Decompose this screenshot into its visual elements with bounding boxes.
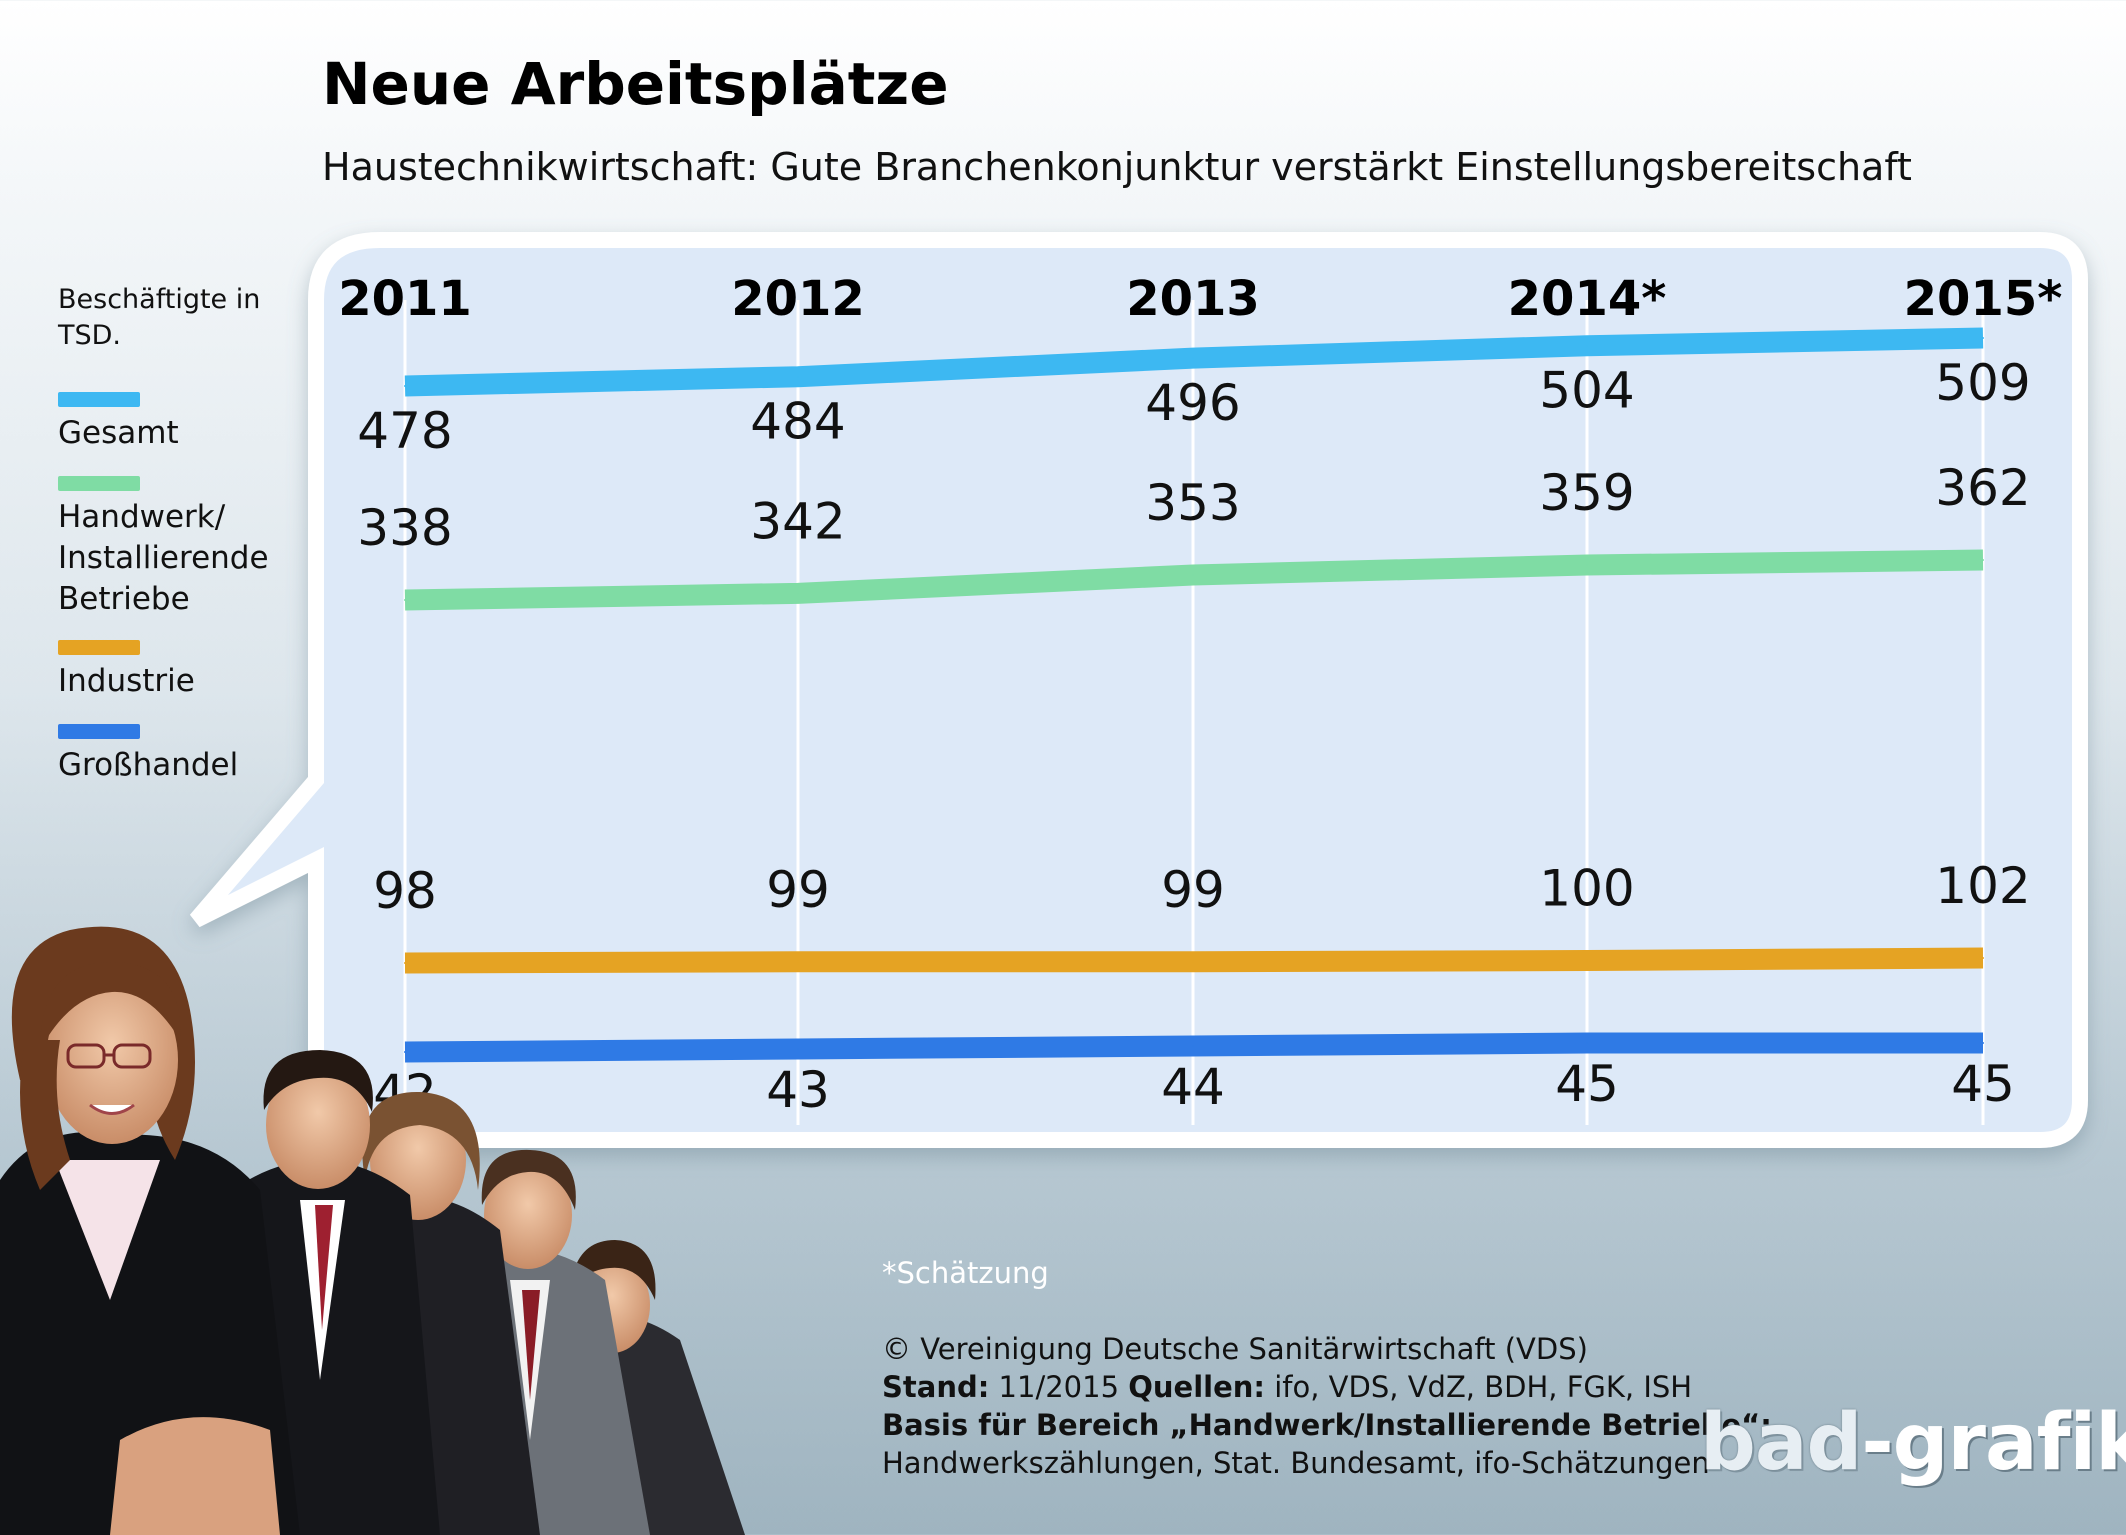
data-label: 102 bbox=[1935, 857, 2030, 915]
data-label: 496 bbox=[1145, 374, 1240, 432]
data-label: 99 bbox=[766, 861, 830, 919]
data-point bbox=[797, 960, 799, 963]
legend-unit-label: Beschäftigte in TSD. bbox=[58, 284, 261, 351]
stand-line: Stand: 11/2015 Quellen: ifo, VDS, VdZ, B… bbox=[882, 1368, 1772, 1406]
data-point bbox=[1982, 559, 1984, 561]
data-label: 359 bbox=[1539, 464, 1634, 522]
data-point bbox=[797, 592, 799, 595]
data-point bbox=[404, 962, 406, 964]
series-lines bbox=[404, 327, 1984, 1063]
legend-swatch bbox=[58, 476, 140, 491]
copyright-line: © Vereinigung Deutsche Sanitärwirtschaft… bbox=[882, 1332, 1588, 1366]
source-block: © Vereinigung Deutsche Sanitärwirtschaft… bbox=[882, 1330, 1772, 1482]
data-point bbox=[797, 375, 799, 378]
legend-item-handwerk: Handwerk/ Installierende Betriebe bbox=[58, 476, 318, 620]
data-label: 99 bbox=[1161, 861, 1225, 919]
legend-item-grosshandel: Großhandel bbox=[58, 724, 318, 786]
bad-grafik-logo: bad-grafik bbox=[1700, 1398, 2126, 1488]
estimate-note: *Schätzung bbox=[882, 1256, 1049, 1290]
page-title: Neue Arbeitsplätze bbox=[322, 50, 949, 118]
data-point bbox=[1192, 357, 1194, 360]
year-label: 2014* bbox=[1508, 271, 1667, 327]
data-point bbox=[404, 1051, 406, 1053]
series-line-2 bbox=[404, 947, 1984, 974]
value-labels: 478 484 496 504 509 338 342 353 359 362 98 99 99 100 1… bbox=[357, 354, 2030, 1122]
data-label: 504 bbox=[1539, 362, 1634, 420]
data-label: 484 bbox=[750, 393, 845, 451]
data-point bbox=[1192, 574, 1194, 576]
data-point bbox=[404, 385, 406, 387]
data-point bbox=[404, 599, 406, 601]
data-point bbox=[1586, 344, 1588, 347]
data-label: 362 bbox=[1935, 459, 2030, 517]
data-label: 338 bbox=[357, 499, 452, 557]
data-point bbox=[1586, 564, 1588, 566]
basis-label: Basis für Bereich „Handwerk/Installieren… bbox=[882, 1406, 1772, 1444]
year-labels: 2011 2012 2013 2014* 2015* bbox=[338, 271, 2062, 327]
basis-label-text: Basis für Bereich „Handwerk/Installieren… bbox=[882, 1408, 1772, 1442]
basis-value: Handwerkszählungen, Stat. Bundesamt, ifo… bbox=[882, 1446, 1710, 1480]
quellen-value: ifo, VDS, VdZ, BDH, FGK, ISH bbox=[1274, 1370, 1693, 1404]
data-label: 353 bbox=[1145, 474, 1240, 532]
legend-item-industrie: Industrie bbox=[58, 640, 318, 702]
data-label: 43 bbox=[766, 1061, 830, 1119]
year-label: 2012 bbox=[731, 271, 865, 327]
data-point bbox=[1586, 1042, 1588, 1044]
data-label: 100 bbox=[1539, 860, 1634, 918]
legend-label: Großhandel bbox=[58, 747, 239, 783]
data-point bbox=[1586, 959, 1588, 962]
stand-value: 11/2015 bbox=[998, 1370, 1120, 1404]
people-illustration bbox=[0, 926, 745, 1535]
data-label: 509 bbox=[1935, 354, 2030, 412]
legend-label: Handwerk/ Installierende Betriebe bbox=[58, 499, 269, 617]
series-line-3 bbox=[404, 1032, 1983, 1063]
data-point bbox=[1192, 960, 1194, 963]
data-label: 45 bbox=[1951, 1055, 2015, 1113]
quellen-label: Quellen: bbox=[1128, 1370, 1266, 1404]
data-point bbox=[797, 1048, 799, 1050]
year-label: 2013 bbox=[1126, 271, 1260, 327]
data-point bbox=[1982, 337, 1984, 339]
data-label: 45 bbox=[1555, 1055, 1619, 1113]
data-point bbox=[1982, 957, 1984, 959]
data-point bbox=[1982, 1042, 1984, 1044]
year-label: 2015* bbox=[1904, 271, 2063, 327]
page-subtitle: Haustechnikwirtschaft: Gute Branchenkonj… bbox=[322, 145, 1912, 189]
data-label: 44 bbox=[1161, 1058, 1225, 1116]
grid-lines bbox=[403, 300, 1985, 1125]
legend-label: Industrie bbox=[58, 663, 195, 699]
data-label: 478 bbox=[357, 402, 452, 460]
legend-label: Gesamt bbox=[58, 415, 179, 451]
legend-swatch bbox=[58, 392, 140, 407]
logo-part-1: bad bbox=[1700, 1398, 1862, 1488]
data-label: 98 bbox=[373, 862, 437, 920]
logo-part-2: -grafik bbox=[1861, 1398, 2126, 1488]
legend-item-gesamt: Gesamt bbox=[58, 392, 318, 454]
data-label: 342 bbox=[750, 492, 845, 550]
legend-swatch bbox=[58, 724, 140, 739]
year-label: 2011 bbox=[338, 271, 472, 327]
data-point bbox=[1192, 1045, 1194, 1047]
stand-label: Stand: bbox=[882, 1370, 990, 1404]
legend-swatch bbox=[58, 640, 140, 655]
